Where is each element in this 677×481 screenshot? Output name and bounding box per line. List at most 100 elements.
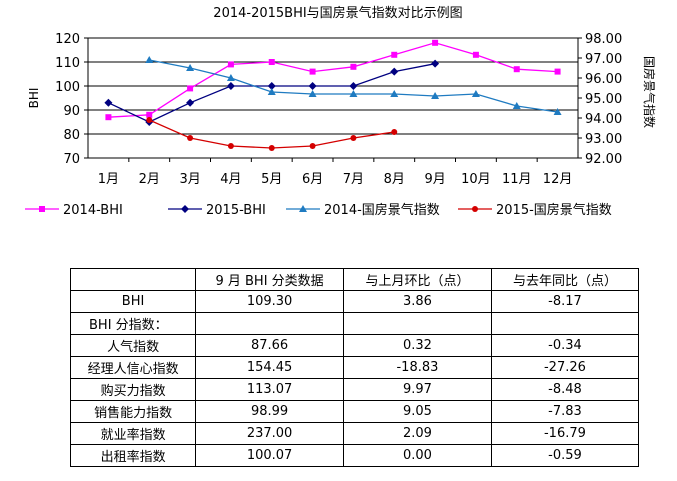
legend: 2014-BHI 2015-BHI 2014-国房景气指数 2015-国房景气指数 xyxy=(25,202,612,218)
y-tick-label: 70 xyxy=(63,152,80,167)
data-point xyxy=(186,98,195,107)
row-name: BHI xyxy=(69,290,197,313)
series-1 xyxy=(105,39,561,121)
data-point xyxy=(349,82,358,90)
row-value: 109.30 xyxy=(195,290,344,313)
row-mom: 3.86 xyxy=(343,290,492,313)
data-point xyxy=(431,92,440,99)
y2-axis-ticks: 92.00 93.00 94.00 95.00 96.00 97.00 98.00 xyxy=(578,32,622,167)
x-tick-label: 7月 xyxy=(343,172,364,187)
x-tick-label: 6月 xyxy=(302,172,323,187)
plot-area xyxy=(87,37,579,159)
data-point xyxy=(349,90,358,97)
data-point xyxy=(268,59,275,65)
data-point xyxy=(187,85,194,92)
row-yoy: -0.59 xyxy=(490,444,640,467)
data-point xyxy=(308,82,317,90)
data-point xyxy=(145,56,154,63)
x-axis-ticks: 1月 2月 3月 4月 5月 6月 7月 8月 9月 10月 11月 12月 xyxy=(98,158,573,187)
y-axis-ticks: 70 80 90 100 110 120 xyxy=(55,32,88,167)
row-value xyxy=(195,312,344,335)
data-point xyxy=(105,114,112,121)
row-name: 购买力指数 xyxy=(69,378,197,401)
row-yoy: -8.17 xyxy=(490,290,640,313)
y2-tick-label: 95.00 xyxy=(585,92,622,107)
row-name: 出租率指数 xyxy=(69,444,197,467)
y2-tick-label: 94.00 xyxy=(585,112,622,127)
legend-label: 2015-国房景气指数 xyxy=(496,202,612,218)
data-point xyxy=(146,111,153,118)
data-point xyxy=(267,88,276,95)
x-tick-label: 11月 xyxy=(502,172,532,187)
x-tick-label: 12月 xyxy=(543,172,573,187)
data-point xyxy=(226,82,235,90)
y2-tick-label: 92.00 xyxy=(585,152,622,167)
data-point xyxy=(104,98,113,107)
row-name: BHI 分指数： xyxy=(69,312,197,335)
table-row: 经理人信心指数 154.45 -18.83 -27.26 xyxy=(69,356,640,379)
row-yoy: -8.48 xyxy=(490,378,640,401)
y2-tick-label: 97.00 xyxy=(585,52,622,67)
data-point xyxy=(227,61,234,68)
legend-label: 2014-国房景气指数 xyxy=(324,202,440,218)
y-tick-label: 90 xyxy=(63,104,80,119)
table-row: BHI 109.30 3.86 -8.17 xyxy=(69,290,640,313)
legend-marker xyxy=(472,206,478,212)
table-row: 就业率指数 237.00 2.09 -16.79 xyxy=(69,422,640,445)
data-point xyxy=(431,59,440,68)
legend-marker xyxy=(181,205,189,213)
data-point xyxy=(268,145,275,151)
data-point xyxy=(390,90,399,97)
data-point xyxy=(308,90,317,97)
y-axis-label: BHI xyxy=(27,88,41,109)
data-point xyxy=(391,129,398,135)
row-mom: 2.09 xyxy=(343,422,492,445)
series-line xyxy=(108,42,558,118)
y2-axis-label: 国房景气指数 xyxy=(642,56,657,128)
x-tick-label: 2月 xyxy=(139,172,160,187)
data-point xyxy=(432,39,439,46)
row-mom: 0.32 xyxy=(343,334,492,357)
data-point xyxy=(350,63,357,70)
x-tick-label: 5月 xyxy=(261,172,282,187)
series-4 xyxy=(146,117,398,151)
data-point xyxy=(267,82,276,90)
row-yoy xyxy=(490,312,640,335)
gridlines xyxy=(88,61,578,135)
data-point xyxy=(309,143,316,149)
legend-marker xyxy=(39,206,45,212)
table-header-cell: 9 月 BHI 分类数据 xyxy=(195,268,344,291)
row-value: 87.66 xyxy=(195,334,344,357)
row-mom: 9.05 xyxy=(343,400,492,423)
x-tick-label: 8月 xyxy=(384,172,405,187)
table-header-row: 9 月 BHI 分类数据 与上月环比（点） 与去年同比（点） xyxy=(69,268,640,291)
data-point xyxy=(146,117,153,123)
x-tick-label: 9月 xyxy=(424,172,445,187)
table-row: 销售能力指数 98.99 9.05 -7.83 xyxy=(69,400,640,423)
row-yoy: -27.26 xyxy=(490,356,640,379)
data-point xyxy=(512,102,521,109)
y-tick-label: 80 xyxy=(63,128,80,143)
row-mom: 0.00 xyxy=(343,444,492,467)
data-point xyxy=(554,68,561,75)
series-layer xyxy=(104,39,562,151)
row-mom: -18.83 xyxy=(343,356,492,379)
row-name: 人气指数 xyxy=(69,334,197,357)
table-header-cell: 与去年同比（点） xyxy=(490,268,640,291)
series-3 xyxy=(145,56,562,115)
row-name: 销售能力指数 xyxy=(69,400,197,423)
x-tick-label: 4月 xyxy=(220,172,241,187)
y-tick-label: 100 xyxy=(55,80,80,95)
data-point xyxy=(227,143,234,149)
data-point xyxy=(309,68,316,75)
row-yoy: -16.79 xyxy=(490,422,640,445)
table-row: 购买力指数 113.07 9.97 -8.48 xyxy=(69,378,640,401)
row-value: 154.45 xyxy=(195,356,344,379)
legend-marker xyxy=(299,205,307,212)
table-row: 出租率指数 100.07 0.00 -0.59 xyxy=(69,444,640,467)
row-yoy: -0.34 xyxy=(490,334,640,357)
data-point xyxy=(186,64,195,71)
row-name: 经理人信心指数 xyxy=(69,356,197,379)
legend-label: 2014-BHI xyxy=(63,203,123,218)
data-table: 9 月 BHI 分类数据 与上月环比（点） 与去年同比（点） BHI 109.3… xyxy=(69,268,640,467)
